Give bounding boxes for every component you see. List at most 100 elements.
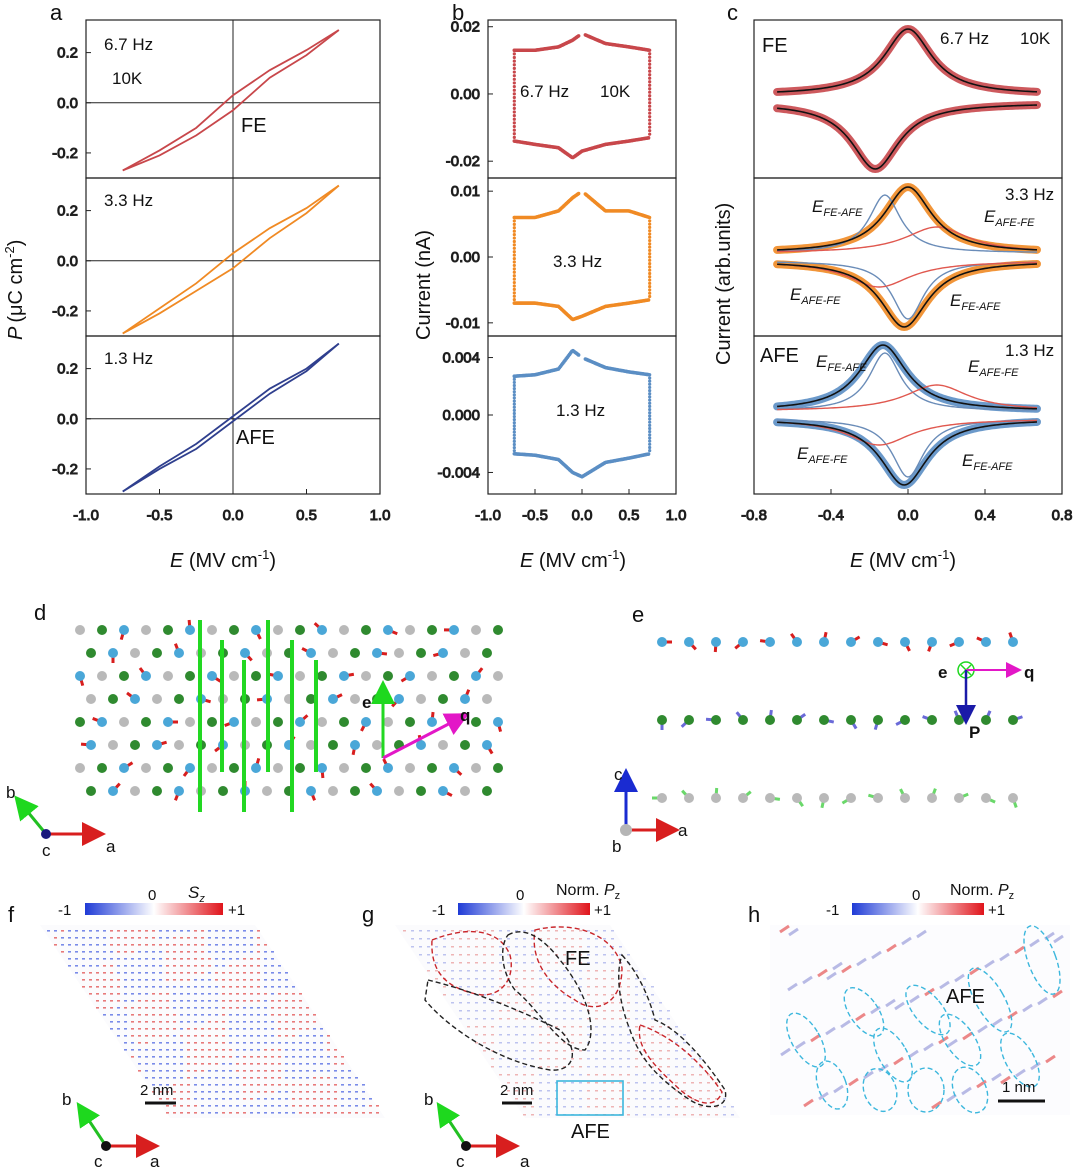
d-atom-blue: [108, 786, 118, 796]
g-dipole: [531, 1026, 534, 1028]
d-atom-blue: [141, 671, 151, 681]
f-spin: [250, 944, 253, 946]
f-spin: [75, 930, 78, 932]
f-spin: [201, 972, 204, 974]
f-spin: [152, 1049, 155, 1051]
f-spin: [362, 1091, 365, 1093]
f-spin: [292, 1042, 295, 1044]
b-point: [648, 430, 652, 434]
f-spin: [201, 979, 204, 981]
g-dipole: [547, 946, 550, 948]
g-dipole: [531, 1098, 534, 1100]
g-dipole: [603, 1018, 606, 1020]
f-spin: [173, 1070, 176, 1072]
g-dipole: [595, 978, 598, 980]
e-atom: [738, 793, 748, 803]
d-atom-grey: [383, 717, 393, 727]
a-ytick-label: 0.0: [57, 253, 78, 270]
g-dipole: [451, 994, 454, 996]
f-spin: [320, 1063, 323, 1065]
g-dipole: [579, 1074, 582, 1076]
f-spin: [103, 1007, 106, 1009]
g-dipole: [571, 930, 574, 932]
f-spin: [341, 1077, 344, 1079]
f-spin: [278, 1070, 281, 1072]
f-spin: [257, 1070, 260, 1072]
c-bot-label-afe-fe-top: EAFE-FE: [968, 357, 1019, 379]
f-spin: [138, 937, 141, 939]
g-dipole: [531, 1058, 534, 1060]
g-dipole: [683, 1114, 686, 1116]
f-spin: [257, 1091, 260, 1093]
b-point: [648, 398, 652, 402]
f-spin: [208, 979, 211, 981]
f-spin: [180, 937, 183, 939]
b-point: [512, 267, 516, 271]
f-spin: [327, 1091, 330, 1093]
g-dipole: [619, 1058, 622, 1060]
g-dipole: [619, 1034, 622, 1036]
g-dipole: [627, 1018, 630, 1020]
f-spin: [152, 993, 155, 995]
f-spin: [250, 930, 253, 932]
f-spin: [271, 1056, 274, 1058]
f-spin: [299, 1042, 302, 1044]
f-spin: [159, 951, 162, 953]
f-spin: [166, 1000, 169, 1002]
b-point: [512, 396, 516, 400]
f-spin: [229, 1035, 232, 1037]
f-spin: [194, 930, 197, 932]
f-spin: [89, 986, 92, 988]
f-spin: [131, 972, 134, 974]
g-dipole: [579, 986, 582, 988]
g-dipole: [483, 970, 486, 972]
f-spin: [222, 937, 225, 939]
f-spin: [194, 1063, 197, 1065]
f-spin: [187, 1042, 190, 1044]
f-spin: [306, 1077, 309, 1079]
d-atom-blue: [306, 648, 316, 658]
f-spin: [306, 1042, 309, 1044]
g-dipole: [467, 978, 470, 980]
g-dipole: [627, 1042, 630, 1044]
h-dipole: [1022, 1003, 1033, 1013]
d-atom-blue: [361, 717, 371, 727]
f-spin: [166, 1035, 169, 1037]
g-dipole: [515, 1042, 518, 1044]
f-spin: [285, 1042, 288, 1044]
f-spin: [187, 1105, 190, 1107]
g-dipole: [611, 1018, 614, 1020]
g-dipole: [571, 1074, 574, 1076]
f-spin: [222, 1035, 225, 1037]
g-dipole: [659, 1090, 662, 1092]
g-cbar-max: +1: [594, 902, 611, 919]
f-spin: [292, 1014, 295, 1016]
g-dipole: [539, 1042, 542, 1044]
b-point: [648, 395, 652, 399]
f-spin: [327, 1049, 330, 1051]
a-ytick-label: 0.2: [57, 203, 78, 220]
g-dipole: [475, 1034, 478, 1036]
a-ylabel-close: ): [5, 240, 27, 247]
g-dipole: [667, 1050, 670, 1052]
g-dipole: [499, 1018, 502, 1020]
f-spin: [229, 930, 232, 932]
f-spin: [166, 1105, 169, 1107]
f-spin: [257, 937, 260, 939]
g-dipole: [611, 986, 614, 988]
g-dipole: [595, 954, 598, 956]
b-point: [512, 399, 516, 403]
g-dipole: [507, 1010, 510, 1012]
g-dipole: [627, 1114, 630, 1116]
f-spin: [187, 1021, 190, 1023]
d-atom-blue: [416, 740, 426, 750]
f-spin: [222, 979, 225, 981]
g-dipole: [451, 930, 454, 932]
g-dipole: [467, 1010, 470, 1012]
f-spin: [229, 1056, 232, 1058]
f-spin: [348, 1070, 351, 1072]
f-spin: [243, 1063, 246, 1065]
f-spin: [341, 1070, 344, 1072]
f-spin: [327, 1077, 330, 1079]
g-dipole: [483, 1042, 486, 1044]
